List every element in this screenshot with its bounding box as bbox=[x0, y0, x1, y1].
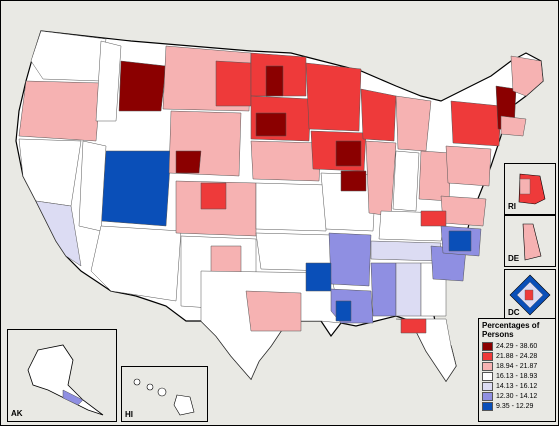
region-tn bbox=[370, 240, 442, 262]
region-tx-pink bbox=[245, 290, 302, 332]
region-nd-core bbox=[265, 65, 284, 97]
legend-label: 12.30 - 14.12 bbox=[496, 392, 538, 400]
region-co-red bbox=[200, 182, 227, 210]
legend-swatch bbox=[482, 381, 493, 391]
region-or bbox=[18, 80, 102, 142]
region-il-core bbox=[340, 170, 367, 192]
region-id-west bbox=[95, 40, 122, 122]
region-ma bbox=[500, 115, 527, 137]
alaska-map bbox=[27, 344, 104, 416]
region-fl-west bbox=[400, 318, 427, 334]
region-la-core bbox=[335, 300, 352, 322]
inset-label-hi: HI bbox=[125, 410, 133, 419]
inset-label-ak: AK bbox=[11, 409, 23, 418]
legend-swatch bbox=[482, 401, 493, 411]
legend-row: 9.35 - 12.29 bbox=[482, 401, 552, 411]
legend-swatch bbox=[482, 391, 493, 401]
region-va-red bbox=[420, 210, 447, 227]
legend-title: Percentages of Persons bbox=[482, 321, 540, 339]
region-nv bbox=[78, 140, 107, 232]
region-mn bbox=[305, 62, 362, 132]
region-nc-core bbox=[448, 230, 472, 252]
hawaii-map bbox=[133, 378, 195, 416]
region-oh bbox=[418, 150, 452, 202]
inset-delaware: DE bbox=[504, 215, 556, 267]
inset-alaska: AK bbox=[7, 329, 117, 422]
ri-map bbox=[518, 173, 546, 205]
region-ar-core bbox=[305, 262, 332, 292]
legend-label: 24.29 - 38.60 bbox=[496, 342, 538, 350]
region-mi bbox=[395, 95, 432, 152]
legend-row: 24.29 - 38.60 bbox=[482, 341, 552, 351]
inset-hawaii: HI bbox=[121, 366, 208, 422]
region-pa bbox=[445, 145, 492, 187]
legend-rows: 24.29 - 38.60 21.88 - 24.28 18.94 - 21.87 1… bbox=[482, 341, 552, 411]
inset-label-ri: RI bbox=[508, 202, 516, 211]
region-ks bbox=[255, 182, 327, 232]
region-n-ca bbox=[18, 138, 82, 207]
legend-row: 14.13 - 16.12 bbox=[482, 381, 552, 391]
legend-swatch bbox=[482, 341, 493, 351]
legend-label: 18.94 - 21.87 bbox=[496, 362, 538, 370]
region-az bbox=[90, 225, 182, 302]
map-legend: Percentages of Persons 24.29 - 38.60 21.8… bbox=[478, 318, 556, 422]
region-al bbox=[395, 262, 422, 317]
legend-label: 21.88 - 24.28 bbox=[496, 352, 538, 360]
region-il bbox=[365, 140, 397, 217]
region-id-east bbox=[118, 60, 167, 112]
region-wy-core bbox=[175, 150, 202, 174]
legend-row: 18.94 - 21.87 bbox=[482, 361, 552, 371]
region-wa bbox=[30, 30, 107, 82]
region-me bbox=[510, 55, 544, 97]
legend-label: 14.13 - 16.12 bbox=[496, 382, 538, 390]
region-mt-red bbox=[215, 60, 252, 107]
region-ia-core bbox=[335, 140, 362, 167]
region-ne bbox=[250, 140, 322, 182]
region-ut bbox=[100, 150, 172, 227]
legend-row: 21.88 - 24.28 bbox=[482, 351, 552, 361]
dc-map bbox=[509, 274, 551, 316]
inset-rhode-island: RI bbox=[504, 163, 556, 215]
legend-swatch bbox=[482, 361, 493, 371]
inset-label-dc: DC bbox=[508, 308, 520, 317]
region-s-ca bbox=[35, 200, 82, 267]
inset-dc: DC bbox=[504, 269, 556, 321]
legend-swatch bbox=[482, 371, 493, 381]
legend-swatch bbox=[482, 351, 493, 361]
region-ar bbox=[328, 232, 372, 287]
legend-label: 16.13 - 18.93 bbox=[496, 372, 538, 380]
region-wi bbox=[360, 88, 397, 142]
region-ny bbox=[450, 100, 502, 147]
region-in bbox=[392, 150, 420, 212]
legend-row: 12.30 - 14.12 bbox=[482, 391, 552, 401]
legend-label: 9.35 - 12.29 bbox=[496, 402, 534, 410]
region-va bbox=[440, 195, 487, 227]
de-map bbox=[522, 223, 542, 261]
inset-label-de: DE bbox=[508, 254, 520, 263]
region-sd-core bbox=[255, 112, 287, 137]
region-ms bbox=[370, 262, 397, 317]
legend-row: 16.13 - 18.93 bbox=[482, 371, 552, 381]
